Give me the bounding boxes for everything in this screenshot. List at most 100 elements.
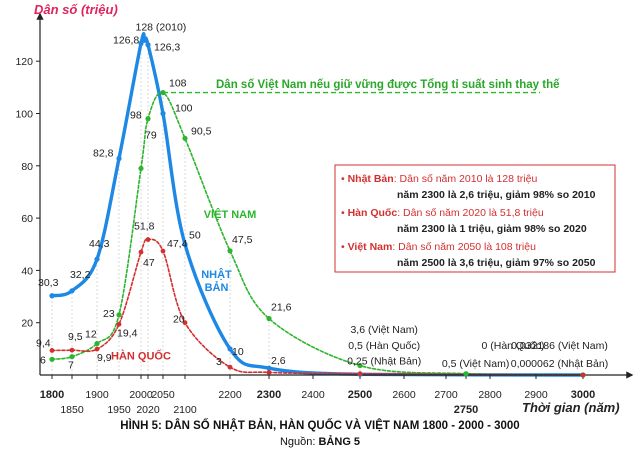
axes (36, 12, 634, 379)
y-tick-label: 40 (21, 265, 33, 277)
info-box-row: • Nhật Bản: Dân số năm 2010 là 128 triệu (341, 173, 537, 185)
x-tick-label: 1850 (60, 404, 84, 416)
reference-line-label: Dân số Việt Nam nếu giữ vững được Tổng t… (216, 79, 560, 91)
data-point (138, 165, 144, 172)
data-label: 100 (175, 103, 193, 115)
annotation-label: 0,25 (Nhật Bản) (347, 356, 421, 368)
y-axis-label: Dân số (triệu) (34, 2, 118, 17)
x-tick-label: 3000 (571, 389, 595, 401)
data-point (49, 356, 55, 362)
tick-labels: 2040608010012018001850190019502000202020… (15, 56, 595, 416)
data-label: 90,5 (191, 125, 212, 137)
data-label: 30,3 (38, 277, 59, 289)
x-tick-label: 1950 (107, 404, 131, 416)
data-point (138, 249, 144, 255)
annotation-label: 0 (Hàn Quốc) (481, 340, 544, 352)
data-point (69, 354, 75, 360)
x-tick-label: 1800 (40, 389, 64, 401)
data-point (266, 315, 272, 322)
series-name-label: VIỆT NAM (204, 208, 257, 221)
figure-caption: HÌNH 5: DÂN SỐ NHẬT BẢN, HÀN QUỐC VÀ VIỆ… (120, 420, 520, 432)
annotation-label: 0,000062 (Nhật Bản) (511, 358, 608, 370)
source-value: BẢNG 5 (318, 436, 361, 448)
data-point (94, 346, 100, 352)
info-box-subline: năm 2300 là 2,6 triệu, giảm 98% so 2010 (397, 189, 596, 201)
data-point (182, 241, 188, 247)
series-name-label: BẢN (205, 281, 229, 294)
data-label: 23 (103, 308, 115, 320)
data-label: 51,8 (134, 221, 155, 233)
data-label: 12 (85, 329, 97, 341)
info-box-row: • Hàn Quốc: Dân số năm 2020 là 51,8 triệ… (341, 207, 544, 219)
data-label: 19,4 (117, 327, 138, 339)
y-tick-label: 20 (21, 318, 33, 330)
info-box-bullet: • (341, 173, 348, 185)
data-label: 9,4 (36, 337, 51, 349)
annotation-label: 3,6 (Việt Nam) (350, 324, 418, 336)
info-box-detail: : Dân số năm 2020 là 51,8 triệu (397, 207, 544, 219)
series-name-label: NHẬT (201, 268, 232, 281)
data-label: 7 (68, 360, 74, 372)
x-tick-label: 2800 (478, 389, 502, 401)
data-point (266, 369, 272, 375)
data-label: 9,5 (68, 331, 83, 343)
data-point (227, 346, 233, 352)
data-label: 20 (173, 314, 185, 326)
x-tick-label: 2100 (173, 404, 197, 416)
data-point (580, 372, 586, 378)
reference-line-group: Dân số Việt Nam nếu giữ vững được Tổng t… (163, 79, 560, 94)
data-label: 32,2 (70, 269, 91, 281)
annotation-label: 0,032186 (Việt Nam) (511, 340, 608, 352)
info-box-row: • Việt Nam: Dân số năm 2050 là 108 triệu (341, 241, 536, 253)
data-label: 44,3 (89, 238, 110, 250)
data-label: 79 (145, 129, 157, 141)
data-point (145, 116, 151, 122)
data-point (145, 42, 151, 48)
info-box-bullet: • (341, 241, 348, 253)
data-point (357, 371, 363, 377)
source-prefix: Nguồn: (279, 436, 316, 448)
annotation-label: 0,5 (Việt Nam) (442, 358, 510, 370)
data-point (182, 135, 188, 141)
data-label: 82,8 (93, 147, 114, 159)
info-box-detail: : Dân số năm 2010 là 128 triệu (394, 173, 538, 185)
series-line (51, 91, 584, 376)
x-tick-label: 2600 (392, 389, 416, 401)
data-point (160, 110, 166, 117)
y-tick-label: 100 (15, 109, 33, 121)
data-label: 47,5 (232, 234, 253, 246)
y-tick-label: 80 (21, 161, 33, 173)
data-label: 126,8 (113, 34, 139, 46)
data-point (227, 248, 233, 254)
data-label: 9,9 (97, 352, 112, 364)
data-point (116, 155, 122, 162)
data-point (116, 312, 122, 318)
data-label: 21,6 (271, 302, 292, 314)
info-box-country: Việt Nam (348, 241, 393, 253)
data-point (227, 364, 233, 370)
data-point (182, 320, 188, 326)
data-label: 10 (232, 346, 244, 358)
data-point (145, 237, 151, 242)
info-box-country: Nhật Bản (348, 173, 394, 185)
data-point (69, 347, 75, 353)
data-point (94, 341, 100, 347)
guide-lines (51, 43, 361, 375)
x-tick-label: 2300 (257, 389, 281, 401)
info-box-detail: : Dân số năm 2050 là 108 triệu (392, 241, 536, 253)
info-box-frame (334, 164, 616, 273)
data-label: 6 (40, 354, 46, 366)
x-tick-label: 2020 (136, 404, 160, 416)
data-point (69, 288, 75, 294)
data-point (357, 362, 363, 369)
figure-source: Nguồn: BẢNG 5 (0, 436, 640, 448)
annotation-label: 0,5 (Hàn Quốc) (348, 340, 420, 352)
x-tick-label: 2400 (301, 389, 325, 401)
data-label: 128 (2010) (136, 21, 187, 33)
x-axis-label: Thời gian (năm) (522, 400, 620, 415)
data-label: 108 (169, 78, 187, 90)
data-point (160, 89, 166, 96)
data-label: 47 (143, 257, 155, 269)
